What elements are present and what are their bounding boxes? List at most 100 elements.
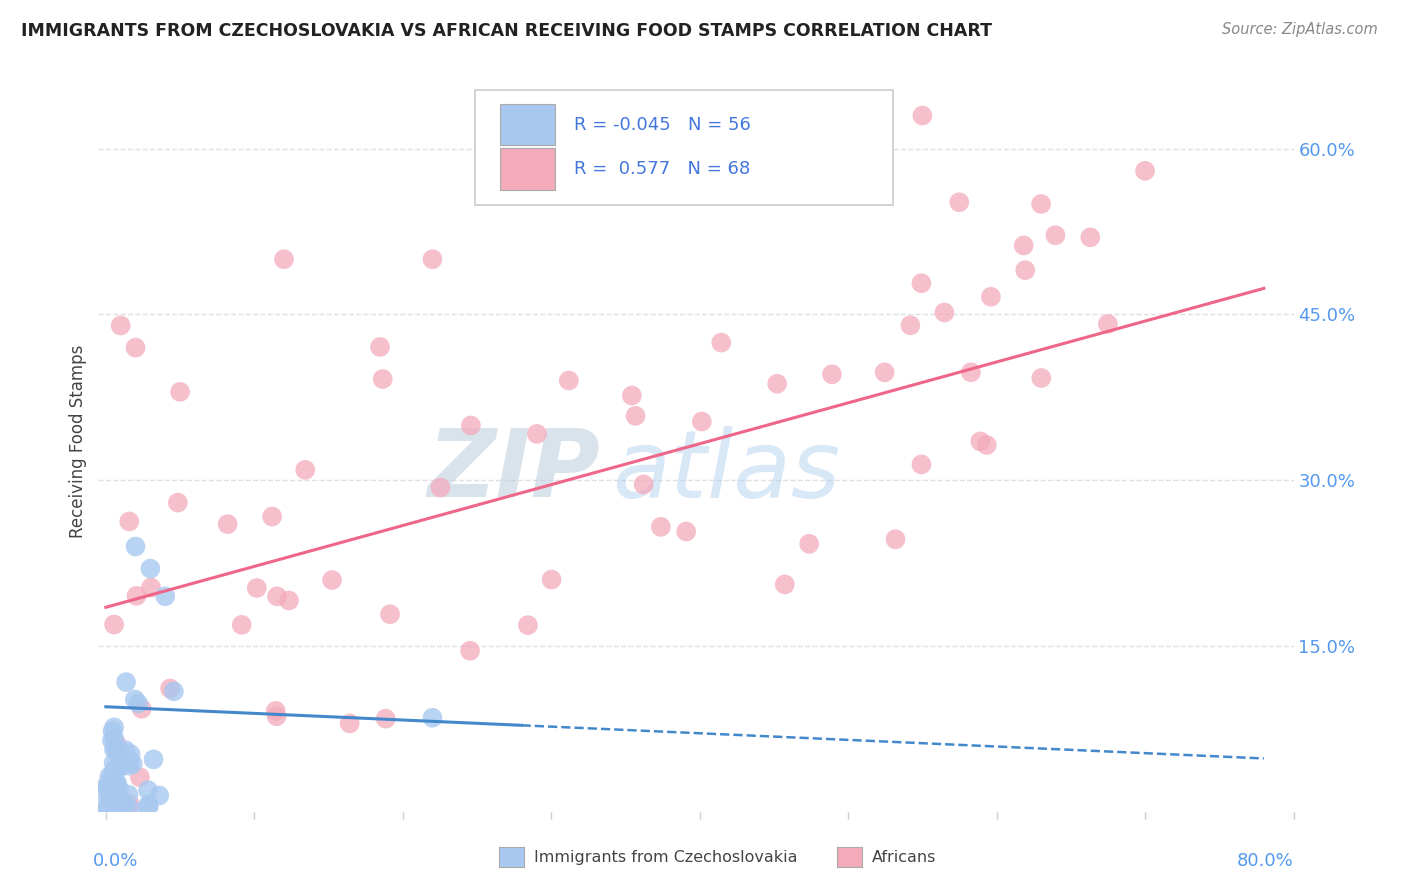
Point [98, 780, 121, 795]
Point [101, 733, 124, 747]
Point [246, 581, 269, 595]
Point [120, 747, 142, 761]
Point [1078, 230, 1101, 244]
Point [1031, 371, 1053, 385]
Text: Immigrants from Czechoslovakia: Immigrants from Czechoslovakia [534, 850, 797, 864]
Point [110, 318, 132, 333]
Point [110, 792, 132, 806]
Text: ZIP: ZIP [427, 425, 600, 517]
Point [118, 758, 141, 772]
Point [558, 374, 581, 388]
Point [124, 540, 146, 554]
FancyBboxPatch shape [501, 104, 555, 145]
Point [96, 779, 118, 793]
Point [650, 520, 672, 534]
Point [100, 780, 122, 794]
Point [460, 418, 482, 433]
Point [114, 798, 136, 813]
Point [1133, 163, 1156, 178]
Point [976, 438, 998, 452]
Point [121, 756, 143, 771]
Point [167, 495, 190, 509]
Point [278, 593, 301, 607]
Point [163, 684, 186, 698]
Point [148, 789, 170, 803]
Point [624, 409, 647, 423]
Point [980, 290, 1002, 304]
Point [262, 509, 284, 524]
Point [138, 797, 160, 812]
Point [108, 791, 131, 805]
Point [773, 577, 796, 591]
Point [131, 702, 153, 716]
Point [1012, 238, 1035, 252]
Point [136, 783, 159, 797]
Text: 0.0%: 0.0% [93, 853, 138, 871]
Point [378, 607, 401, 622]
Point [105, 776, 128, 790]
Point [117, 788, 139, 802]
Point [422, 252, 444, 267]
Point [374, 712, 396, 726]
Point [115, 675, 138, 690]
Point [101, 724, 124, 739]
Point [100, 770, 122, 784]
Point [104, 739, 127, 754]
Point [169, 384, 191, 399]
Point [124, 341, 146, 355]
Point [124, 692, 146, 706]
Point [1097, 317, 1119, 331]
Point [458, 644, 481, 658]
FancyBboxPatch shape [501, 148, 555, 190]
Point [118, 755, 141, 769]
Point [766, 376, 789, 391]
Point [128, 770, 150, 784]
Point [526, 426, 548, 441]
Text: 80.0%: 80.0% [1237, 853, 1294, 871]
Point [422, 711, 444, 725]
Point [911, 109, 934, 123]
Point [948, 195, 970, 210]
Point [910, 458, 932, 472]
Point [121, 803, 143, 817]
Point [273, 252, 295, 267]
Point [107, 794, 129, 808]
Point [294, 463, 316, 477]
Point [118, 797, 141, 812]
Point [264, 704, 287, 718]
Point [139, 561, 162, 575]
Point [142, 752, 165, 766]
Point [371, 372, 394, 386]
Point [321, 573, 343, 587]
Point [108, 781, 131, 796]
Text: IMMIGRANTS FROM CZECHOSLOVAKIA VS AFRICAN RECEIVING FOOD STAMPS CORRELATION CHAR: IMMIGRANTS FROM CZECHOSLOVAKIA VS AFRICA… [21, 22, 993, 40]
Point [231, 618, 253, 632]
Point [105, 743, 128, 757]
Point [368, 340, 391, 354]
Text: Source: ZipAtlas.com: Source: ZipAtlas.com [1222, 22, 1378, 37]
Point [675, 524, 697, 539]
Point [127, 697, 149, 711]
Point [266, 590, 288, 604]
Point [98, 769, 121, 783]
Point [934, 305, 956, 319]
Point [107, 747, 129, 761]
Point [118, 515, 141, 529]
Text: Africans: Africans [872, 850, 936, 864]
Point [969, 434, 991, 449]
Text: atlas: atlas [613, 425, 841, 516]
Point [96, 780, 118, 794]
Point [620, 388, 643, 402]
Point [1014, 263, 1036, 277]
Point [105, 776, 128, 790]
Point [103, 731, 125, 746]
Point [103, 742, 125, 756]
Point [821, 368, 844, 382]
Text: R =  0.577   N = 68: R = 0.577 N = 68 [574, 160, 751, 178]
Y-axis label: Receiving Food Stamps: Receiving Food Stamps [69, 345, 87, 538]
Point [107, 761, 129, 775]
Point [114, 743, 136, 757]
Point [96, 801, 118, 815]
Point [873, 365, 896, 379]
Point [884, 533, 907, 547]
